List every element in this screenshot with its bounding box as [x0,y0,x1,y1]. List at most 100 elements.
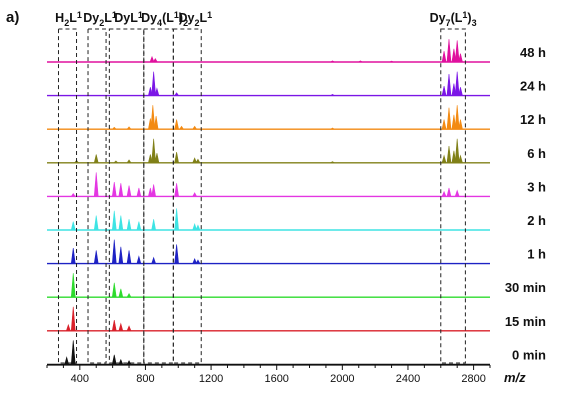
spectrum-peak [147,187,153,197]
spectrum-peak [458,119,463,130]
spectrum-peak [151,184,157,197]
spectrum-peak [126,159,132,164]
spectrum-peak [113,160,119,164]
spectrum-peak [93,172,99,197]
spectrum-peak [126,126,132,130]
spectrum-peak [174,183,179,197]
spectrum-peak [357,60,364,63]
spectrum-peak [174,119,179,130]
spectrum-peak [454,138,460,164]
spectrum-peak [451,150,457,164]
spectrum-peak [329,161,336,164]
region-box [87,28,107,364]
series-label: 0 min [512,347,546,362]
spectrum-peak [126,250,132,264]
spectrum-peak [154,87,160,96]
region-label: Dy7(L1)3 [430,10,477,28]
x-tick-label: 1200 [199,373,223,385]
spectrum-peak [192,125,198,130]
x-tick-label: 2400 [396,373,420,385]
series-label: 30 min [505,280,546,295]
region-label: H2L1 [55,10,82,28]
spectrum-peak [136,187,142,197]
spectrum-peak [195,158,201,164]
spectrum-peak [111,282,117,298]
spectrum-peak [118,322,124,332]
spectrum-peak [458,53,463,63]
spectrum-peak [149,55,155,63]
x-tick-label: 800 [136,373,154,385]
spectrum-peak [70,192,76,197]
series-label: 15 min [505,314,546,329]
spectrum-peak [70,247,76,264]
spectrum-peak [441,119,447,130]
spectrum-peak [192,258,198,264]
spectrum-peak [151,256,157,264]
spectrum-peak [454,71,460,96]
spectrum-peak [126,325,132,332]
spectrum-peak [389,60,394,63]
spectrum-peak [118,288,124,298]
spectrum-peak [454,40,460,63]
spectrum-peak [151,219,157,231]
spectrum-peak [152,58,158,63]
spectrum-peak [111,126,118,130]
spectrum-peak [174,151,179,164]
spectrum-peak [70,340,76,365]
spectrum-peak [178,125,185,130]
region-label: Dy2L1 [83,10,117,28]
region-box [57,28,78,364]
region-box [108,28,145,364]
spectrum-peak [93,215,99,231]
spectrum-peak [147,87,153,96]
spectrum-peak [458,154,463,164]
spectrum-peak [126,219,132,231]
region-box [172,28,202,364]
region-label: DyL1 [114,10,143,25]
spectrum-peak [70,306,76,332]
spectrum-peak [118,183,124,197]
x-tick-label: 400 [71,373,89,385]
spectrum-peak [111,210,117,231]
spectrum-peak [446,145,452,164]
spectrum-peak [118,358,124,365]
spectrum-peak [174,92,180,96]
series-label: 1 h [527,247,546,262]
spectrum-peak [174,244,179,264]
spectrum-peak [458,87,463,96]
spectrum-peak [441,51,447,63]
spectrum-peak [441,85,447,96]
spectrum-peak [151,138,156,164]
spectrum-peak [151,71,156,96]
spectrum-peak [153,115,159,130]
series-label: 2 h [527,213,546,228]
spectrum-peak [195,224,201,231]
spectrum-peak [65,323,71,332]
spectrum-peak [126,185,132,197]
spectrum-peak [93,154,99,164]
spectrum-peak [446,73,452,96]
spectrum-peak [329,127,336,130]
series-label: 12 h [520,112,546,127]
spectrum-peak [329,60,336,63]
spectrum-peak [451,83,457,96]
spectrum-peak [192,223,198,231]
spectrum-peak [147,154,153,164]
series-label: 48 h [520,45,546,60]
spectrum-peak [451,114,457,130]
spectrum-peak [70,273,76,298]
spectrum-peak [446,39,452,63]
x-tick-label: 2800 [461,373,485,385]
spectrum-peak [136,221,142,231]
spectrum-peak [454,105,460,130]
spectrum-peak [118,246,124,264]
x-tick-label: 1600 [264,373,288,385]
spectrum-peak [111,319,117,332]
spectrum-peak [192,157,198,164]
spectrum-peak [192,192,198,197]
series-label: 3 h [527,179,546,194]
spectrum-peak [154,153,160,164]
spectrum-peak [111,181,117,197]
spectrum-peak [441,190,447,197]
